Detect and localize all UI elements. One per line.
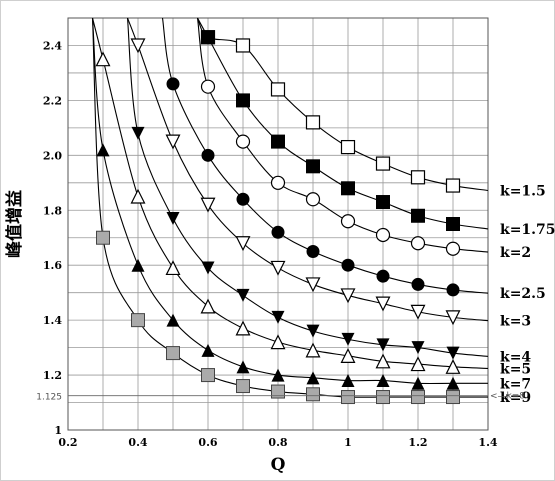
marker-circle-open [412, 237, 425, 250]
y-tick-label: 2.0 [43, 149, 62, 162]
x-tick-label: 0.8 [268, 436, 287, 449]
marker-triangle-down-filled [272, 311, 285, 324]
marker-square-gray [377, 391, 390, 404]
marker-circle-filled [202, 149, 215, 162]
marker-triangle-down-filled [167, 212, 180, 225]
marker-square-filled [412, 209, 425, 222]
marker-square-open [342, 141, 355, 154]
marker-circle-filled [447, 283, 460, 296]
x-tick-label: 0.4 [128, 436, 147, 449]
y-axis-title: 峰值增益 [4, 190, 25, 258]
y-tick-label: 1.4 [43, 314, 62, 327]
marker-square-open [447, 179, 460, 192]
marker-square-gray [167, 347, 180, 360]
y-tick-labels: 1 1.2 1.4 1.6 1.8 2.0 2.2 2.4 [43, 39, 62, 437]
marker-triangle-down-open [412, 305, 425, 318]
marker-square-gray [307, 388, 320, 401]
marker-square-filled [307, 160, 320, 173]
marker-triangle-up-open [167, 261, 180, 274]
marker-square-open [377, 157, 390, 170]
annotation-value: 1.125 [36, 393, 62, 403]
marker-square-gray [412, 391, 425, 404]
x-tick-label: 1 [344, 436, 352, 449]
marker-square-gray [132, 314, 145, 327]
x-axis-title: Q [271, 455, 286, 475]
x-tick-label: 0.6 [198, 436, 217, 449]
marker-triangle-down-open [377, 297, 390, 310]
y-tick-label: 1.8 [43, 204, 62, 217]
y-tick-label: 2.2 [43, 94, 62, 107]
marker-square-open [412, 171, 425, 184]
marker-circle-filled [237, 193, 250, 206]
x-tick-labels: 0.2 0.4 0.6 0.8 1 1.2 1.4 [58, 436, 497, 449]
curve-k=5 [93, 18, 489, 368]
marker-square-gray [237, 380, 250, 393]
marker-square-open [307, 116, 320, 129]
marker-circle-filled [307, 245, 320, 258]
marker-triangle-up-open [342, 349, 355, 362]
marker-circle-open [377, 228, 390, 241]
marker-square-filled [237, 94, 250, 107]
series-labels: k=1.5 k=1.75 k=2 k=2.5 k=3 k=4k=5k=7k=9 [500, 183, 555, 406]
marker-triangle-down-open [342, 289, 355, 302]
marker-triangle-down-filled [237, 289, 250, 302]
marker-square-filled [202, 31, 215, 44]
marker-circle-filled [272, 226, 285, 239]
marker-square-gray [272, 385, 285, 398]
marker-circle-open [342, 215, 355, 228]
y-tick-label: 2.4 [43, 39, 62, 52]
marker-triangle-down-filled [307, 325, 320, 338]
marker-square-open [237, 39, 250, 52]
marker-triangle-down-open [272, 261, 285, 274]
curves [93, 18, 489, 397]
marker-circle-open [237, 135, 250, 148]
x-tick-label: 0.2 [58, 436, 77, 449]
marker-square-open [272, 83, 285, 96]
marker-circle-open [447, 242, 460, 255]
series-label: k=2.5 [500, 286, 546, 302]
marker-circle-filled [342, 259, 355, 272]
y-tick-label: 1.6 [43, 259, 62, 272]
series-label: k=2 [500, 245, 531, 261]
marker-circle-open [202, 80, 215, 93]
series-label: k=1.75 [500, 222, 555, 238]
x-tick-label: 1.2 [408, 436, 427, 449]
marker-triangle-down-filled [132, 127, 145, 140]
marker-triangle-up-filled [202, 344, 215, 357]
marker-circle-open [307, 193, 320, 206]
marker-triangle-up-filled [97, 143, 110, 156]
marker-triangle-up-open [97, 53, 110, 66]
marker-circle-open [272, 176, 285, 189]
marker-circle-filled [412, 278, 425, 291]
marker-triangle-down-open [167, 135, 180, 148]
marker-square-filled [342, 182, 355, 195]
series-label: k=5 [500, 361, 531, 377]
curve-k=4 [128, 18, 489, 356]
marker-circle-filled [167, 77, 180, 90]
marker-triangle-down-filled [342, 333, 355, 346]
marker-triangle-up-open [132, 190, 145, 203]
series-label: k=1.5 [500, 183, 546, 199]
marker-triangle-up-open [307, 344, 320, 357]
annotation-k8: <—k=8 [490, 392, 525, 402]
marker-square-gray [97, 231, 110, 244]
marker-square-filled [272, 135, 285, 148]
marker-triangle-down-open [202, 198, 215, 211]
marker-square-gray [202, 369, 215, 382]
series-label: k=3 [500, 314, 531, 330]
marker-triangle-up-open [237, 322, 250, 335]
marker-square-filled [447, 218, 460, 231]
y-tick-label: 1 [54, 424, 62, 437]
x-tick-label: 1.4 [478, 436, 497, 449]
marker-square-gray [447, 391, 460, 404]
marker-triangle-up-filled [237, 360, 250, 373]
marker-circle-filled [377, 270, 390, 283]
marker-square-filled [377, 196, 390, 209]
marker-triangle-down-open [307, 278, 320, 291]
marker-square-gray [342, 391, 355, 404]
y-tick-label: 1.2 [43, 369, 62, 382]
marker-triangle-up-open [272, 336, 285, 349]
curve-k=9 [93, 18, 489, 397]
